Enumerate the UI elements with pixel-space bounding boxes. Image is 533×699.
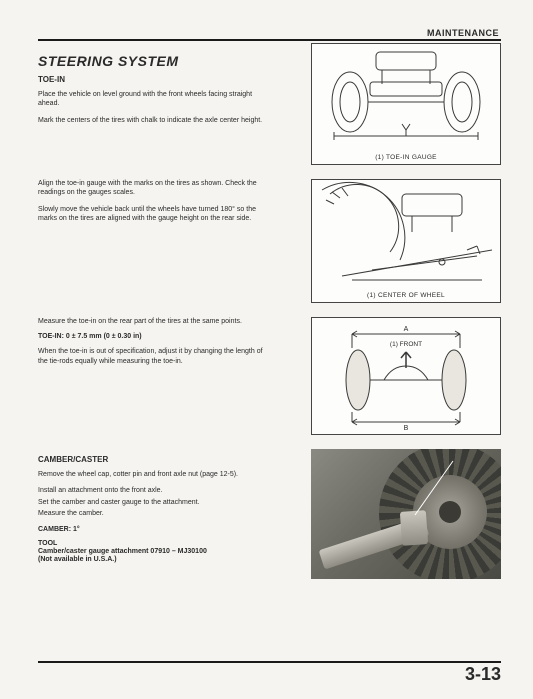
figure-toein-diagram: A (1) FRONT B: [311, 317, 501, 435]
page-number: 3-13: [38, 664, 501, 685]
figure-center-wheel: (1) CENTER OF WHEEL: [311, 179, 501, 303]
body-text: Align the toe-in gauge with the marks on…: [38, 179, 273, 198]
section-title: STEERING SYSTEM: [38, 53, 273, 69]
header-rule: [38, 39, 501, 41]
body-text: Measure the camber.: [38, 509, 273, 518]
spec-text: CAMBER: 1°: [38, 526, 273, 533]
dim-b-label: B: [404, 425, 409, 432]
dim-a-label: A: [404, 326, 409, 333]
body-text: Slowly move the vehicle back until the w…: [38, 205, 273, 224]
body-text: Mark the centers of the tires with chalk…: [38, 116, 273, 125]
body-text: Install an attachment onto the front axl…: [38, 486, 273, 495]
footer-rule: [38, 661, 501, 663]
body-text: When the toe-in is out of specification,…: [38, 347, 273, 366]
spec-text: TOE-IN: 0 ± 7.5 mm (0 ± 0.30 in): [38, 333, 273, 340]
tool-label: TOOL: [38, 540, 273, 547]
front-label: (1) FRONT: [390, 341, 422, 348]
camber-subtitle: CAMBER/CASTER: [38, 455, 273, 464]
body-text: Remove the wheel cap, cotter pin and fro…: [38, 470, 273, 479]
body-text: Measure the toe-in on the rear part of t…: [38, 317, 273, 326]
figure-toein-gauge: (1) TOE-IN GAUGE: [311, 43, 501, 165]
figure-caption: (1) CENTER OF WHEEL: [312, 290, 500, 302]
body-text: Set the camber and caster gauge to the a…: [38, 498, 273, 507]
figure-caption: (1) TOE-IN GAUGE: [312, 152, 500, 164]
header-label: MAINTENANCE: [38, 28, 501, 38]
tool-note: (Not available in U.S.A.): [38, 556, 273, 563]
figure-attachment-photo: (1) ATTACHMENT: [311, 449, 501, 579]
body-text: Place the vehicle on level ground with t…: [38, 90, 273, 109]
tool-name: Camber/caster gauge attachment 07910 – M…: [38, 548, 273, 555]
toein-subtitle: TOE-IN: [38, 75, 273, 84]
